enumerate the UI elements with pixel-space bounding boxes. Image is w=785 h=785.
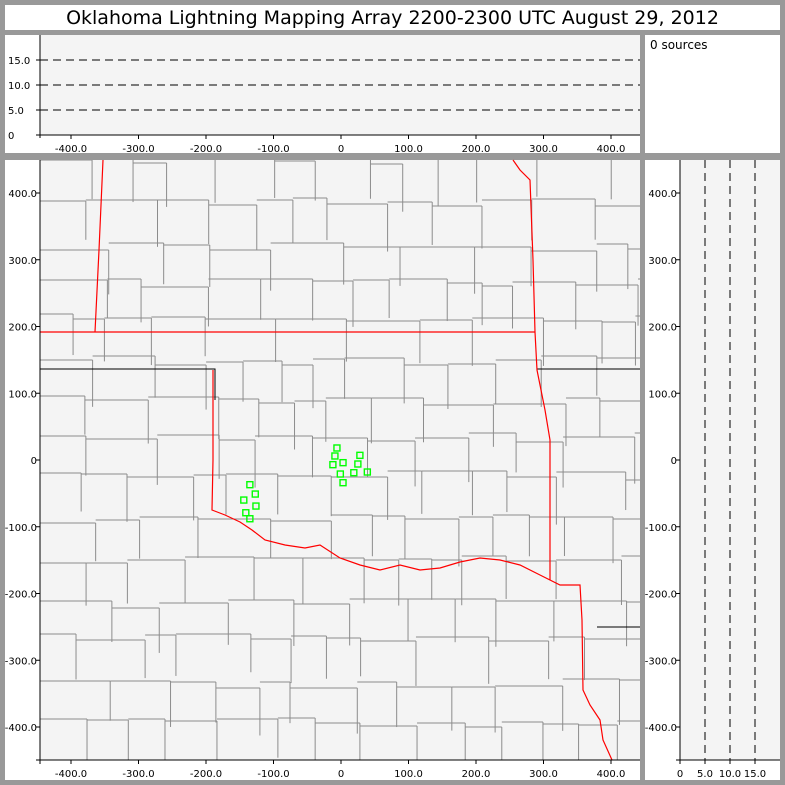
y-tick-label: 100.0 xyxy=(648,389,677,400)
altitude-tick-label: 5.0 xyxy=(697,769,713,780)
source-count: 0 sources xyxy=(650,38,708,52)
x-tick-label: -400.0 xyxy=(55,144,87,155)
lma-station-marker xyxy=(246,515,254,523)
y-tick-label: -400.0 xyxy=(5,723,37,734)
lma-station-marker xyxy=(331,452,339,460)
y-tick-label: 300.0 xyxy=(8,256,37,267)
state-boundary xyxy=(94,159,104,333)
lma-station-marker xyxy=(246,480,254,489)
county-boundaries xyxy=(40,160,640,760)
y-tick-label: -100.0 xyxy=(5,523,37,534)
y-tick-label: 0 xyxy=(31,456,37,467)
y-tick-label: 400.0 xyxy=(648,189,677,200)
lma-station-marker xyxy=(329,460,337,469)
y-tick-label: 400.0 xyxy=(8,189,37,200)
lma-station-marker xyxy=(363,468,372,476)
chart-title: Oklahoma Lightning Mapping Array 2200-23… xyxy=(5,5,780,30)
x-tick-label: -300.0 xyxy=(122,144,154,155)
x-tick-label: -100.0 xyxy=(257,769,289,780)
y-tick-label: -400.0 xyxy=(645,723,677,734)
lma-station-marker xyxy=(350,468,358,477)
state-boundary xyxy=(211,370,613,761)
y-tick-label: -300.0 xyxy=(5,656,37,667)
y-tick-label: -100.0 xyxy=(645,523,677,534)
lma-station-marker xyxy=(333,444,341,452)
y-tick-label: 200.0 xyxy=(648,323,677,334)
lma-station-marker xyxy=(339,478,347,487)
y-tick-label: -300.0 xyxy=(645,656,677,667)
x-tick-label: 0 xyxy=(338,144,344,155)
x-tick-label: 200.0 xyxy=(462,769,491,780)
x-tick-label: 0 xyxy=(338,769,344,780)
x-tick-label: 200.0 xyxy=(462,144,491,155)
x-tick-label: 100.0 xyxy=(394,144,423,155)
x-tick-label: -200.0 xyxy=(190,769,222,780)
x-tick-label: 400.0 xyxy=(597,769,626,780)
x-tick-label: 300.0 xyxy=(529,144,558,155)
altitude-tick-label: 15.0 xyxy=(744,769,766,780)
lma-station-marker xyxy=(354,460,362,468)
lma-station-marker xyxy=(242,509,250,517)
x-tick-label: -200.0 xyxy=(190,144,222,155)
state-boundary xyxy=(512,159,551,580)
state-boundary-black xyxy=(40,368,216,400)
lma-station-marker xyxy=(240,496,248,504)
x-tick-label: -300.0 xyxy=(122,769,154,780)
altitude-tick-label: 0 xyxy=(677,769,683,780)
x-tick-label: 100.0 xyxy=(394,769,423,780)
lma-station-marker xyxy=(356,451,364,460)
altitude-tick-label: 10.0 xyxy=(8,81,30,92)
altitude-tick-label: 0 xyxy=(8,131,14,142)
lma-station-marker xyxy=(336,470,345,478)
x-tick-label: -400.0 xyxy=(55,769,87,780)
y-tick-label: 100.0 xyxy=(8,389,37,400)
x-tick-label: -100.0 xyxy=(257,144,289,155)
x-tick-label: 300.0 xyxy=(529,769,558,780)
y-tick-label: 200.0 xyxy=(8,323,37,334)
lma-station-marker xyxy=(339,458,347,467)
lma-station-marker xyxy=(251,490,259,498)
y-tick-label: 0 xyxy=(671,456,677,467)
altitude-tick-label: 5.0 xyxy=(8,106,24,117)
altitude-tick-label: 15.0 xyxy=(8,56,30,67)
source-count-panel: 0 sources xyxy=(645,35,780,153)
altitude-tick-label: 10.0 xyxy=(719,769,741,780)
y-tick-label: -200.0 xyxy=(645,590,677,601)
x-tick-label: 400.0 xyxy=(597,144,626,155)
y-tick-label: 300.0 xyxy=(648,256,677,267)
y-tick-label: -200.0 xyxy=(5,590,37,601)
lma-station-marker xyxy=(252,502,260,510)
